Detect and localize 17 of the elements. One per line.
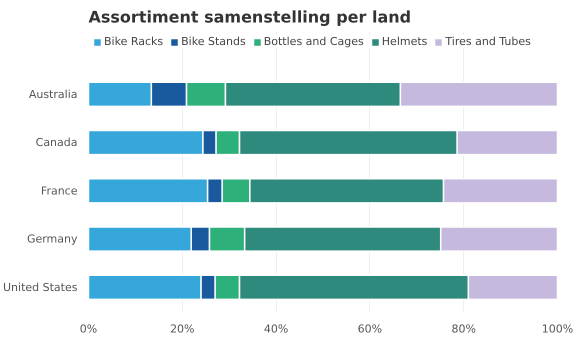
y-tick-label: France [40, 184, 78, 198]
chart-title: Assortiment samenstelling per land [88, 8, 412, 26]
y-tick-label: United States [3, 280, 78, 294]
y-tick-label: Australia [28, 88, 78, 101]
x-tick-label: 60% [358, 322, 382, 336]
y-tick-label: Canada [36, 136, 78, 150]
legend-label: Tires and Tubes [445, 35, 531, 48]
x-tick-label: 0% [80, 322, 98, 336]
x-tick-label: 80% [451, 322, 476, 336]
x-tick-label: 40% [264, 322, 288, 336]
legend-label: Bike Stands [181, 35, 246, 48]
legend-label: Helmets [382, 35, 428, 48]
legend-label: Bike Racks [104, 35, 164, 48]
legend-label: Bottles and Cages [264, 35, 364, 48]
x-tick-label: 100% [542, 322, 574, 336]
y-tick-label: Germany [26, 232, 78, 246]
x-tick-label: 20% [170, 322, 195, 336]
